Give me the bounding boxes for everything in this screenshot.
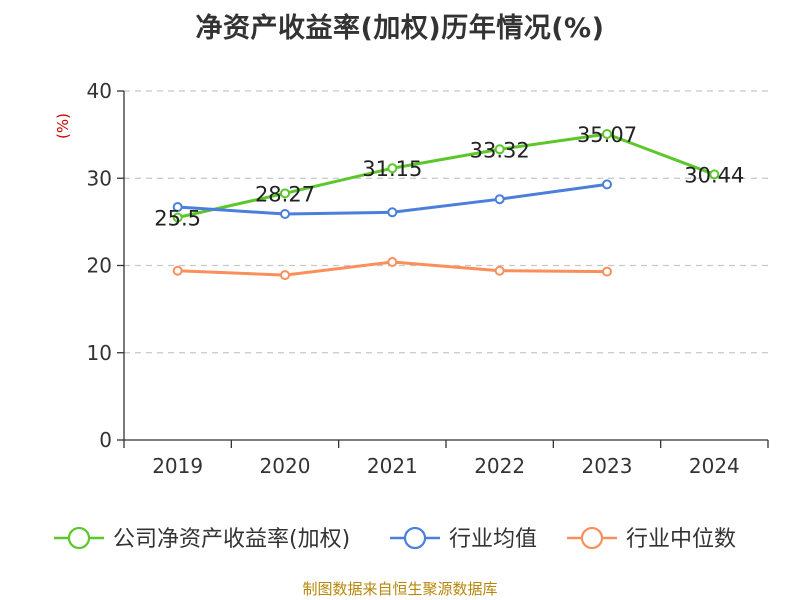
series-1-point-2019[interactable] — [172, 202, 183, 213]
data-label-2023: 35.07 — [577, 123, 637, 147]
data-labels: 25.5 28.27 31.15 33.32 35.07 30.44 — [154, 123, 744, 230]
x-tick-label-2024: 2024 — [689, 454, 740, 478]
legend-label-0: 公司净资产收益率(加权) — [113, 527, 350, 552]
y-tick-label-10: 10 — [87, 341, 112, 365]
data-label-2021: 31.15 — [362, 157, 422, 181]
x-tick-label-2023: 2023 — [582, 454, 633, 478]
series-1-point-2023[interactable] — [602, 179, 612, 190]
legend-marker-0 — [67, 526, 91, 550]
data-label-2019: 25.5 — [154, 207, 201, 231]
legend-marker-2 — [580, 526, 604, 550]
series-2-point-2019[interactable] — [172, 265, 183, 276]
legend-label-2: 行业中位数 — [626, 527, 736, 552]
series-0-point-2022[interactable] — [494, 144, 505, 155]
legend-item-1[interactable]: 行业均值 — [390, 526, 537, 552]
series-lines — [172, 129, 720, 281]
series-2-point-2022[interactable] — [494, 265, 505, 276]
series-0-point-2024[interactable] — [709, 169, 720, 180]
data-label-2024: 30.44 — [684, 163, 744, 187]
series-1-point-2021[interactable] — [387, 207, 398, 218]
grid-lines — [124, 90, 768, 354]
series-2-point-2023[interactable] — [602, 266, 612, 277]
series-1-point-2020[interactable] — [280, 209, 290, 220]
series-line-0 — [176, 132, 716, 220]
data-label-2020: 28.27 — [255, 182, 315, 206]
legend[interactable]: 公司净资产收益率(加权) 行业均值 行业中位数 — [54, 526, 736, 552]
y-axis-unit-label: (%) — [54, 113, 72, 139]
y-tick-label-20: 20 — [87, 254, 112, 278]
x-tick-label-2022: 2022 — [474, 454, 525, 478]
series-1-point-2022[interactable] — [494, 194, 505, 205]
data-label-2022: 33.32 — [470, 138, 530, 162]
series-2-point-2021[interactable] — [387, 257, 398, 268]
x-tick-label-2021: 2021 — [367, 454, 418, 478]
legend-label-1: 行业均值 — [449, 527, 537, 552]
y-tick-label-0: 0 — [99, 428, 112, 452]
axes: 0 10 20 30 40 (%) 2019 2020 2021 2022 2023 2024 — [54, 79, 769, 478]
legend-item-0[interactable]: 公司净资产收益率(加权) — [54, 526, 350, 552]
x-tick-label-2020: 2020 — [260, 454, 311, 478]
y-tick-label-40: 40 — [87, 79, 112, 103]
source-note: 制图数据来自恒生聚源数据库 — [302, 580, 498, 598]
legend-marker-1 — [403, 526, 427, 550]
series-0-point-2023[interactable] — [602, 129, 612, 140]
y-tick-label-30: 30 — [87, 166, 112, 190]
series-0-point-2020[interactable] — [280, 188, 290, 199]
chart-title: 净资产收益率(加权)历年情况(%) — [195, 13, 605, 44]
series-2-point-2020[interactable] — [280, 270, 290, 281]
legend-item-2[interactable]: 行业中位数 — [567, 526, 736, 552]
x-tick-label-2019: 2019 — [152, 454, 203, 478]
series-0-point-2021[interactable] — [387, 163, 398, 174]
series-0-point-2019[interactable] — [172, 212, 183, 223]
